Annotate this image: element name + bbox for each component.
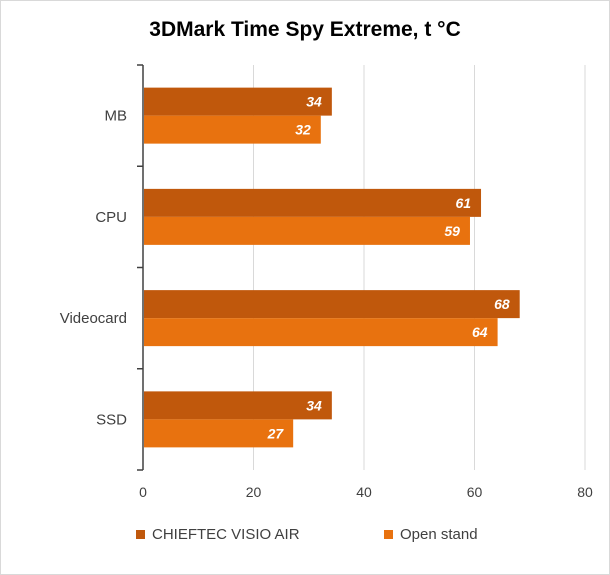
category-label: Videocard: [60, 310, 127, 327]
data-label: 64: [472, 324, 488, 340]
legend-item-series-2: Open stand: [384, 526, 478, 543]
category-label: SSD: [96, 411, 127, 428]
bar: [144, 216, 470, 245]
data-label: 59: [444, 223, 460, 239]
chart-legend: CHIEFTEC VISIO AIR Open stand: [0, 526, 610, 546]
x-tick-label: 40: [356, 484, 372, 500]
legend-label-series-1: CHIEFTEC VISIO AIR: [152, 526, 300, 543]
legend-item-series-1: CHIEFTEC VISIO AIR: [136, 526, 300, 543]
x-tick-label: 0: [139, 484, 147, 500]
x-tick-label: 80: [577, 484, 593, 500]
data-label: 68: [494, 296, 510, 312]
bar: [144, 87, 332, 116]
bar: [144, 115, 321, 144]
legend-label-series-2: Open stand: [400, 526, 478, 543]
data-label: 32: [295, 122, 311, 138]
legend-swatch-series-2: [384, 530, 393, 539]
x-tick-label: 20: [246, 484, 262, 500]
category-label: MB: [105, 108, 128, 125]
bar: [144, 188, 482, 217]
bar: [144, 391, 332, 420]
data-label: 34: [306, 397, 322, 413]
data-label: 27: [267, 425, 285, 441]
x-tick-label: 60: [467, 484, 483, 500]
legend-swatch-series-1: [136, 530, 145, 539]
data-label: 61: [455, 195, 471, 211]
bar: [144, 419, 294, 448]
category-label: CPU: [95, 209, 127, 226]
data-label: 34: [306, 94, 322, 110]
bar: [144, 318, 498, 347]
chart-title: 3DMark Time Spy Extreme, t °C: [149, 18, 461, 41]
bar: [144, 290, 520, 319]
